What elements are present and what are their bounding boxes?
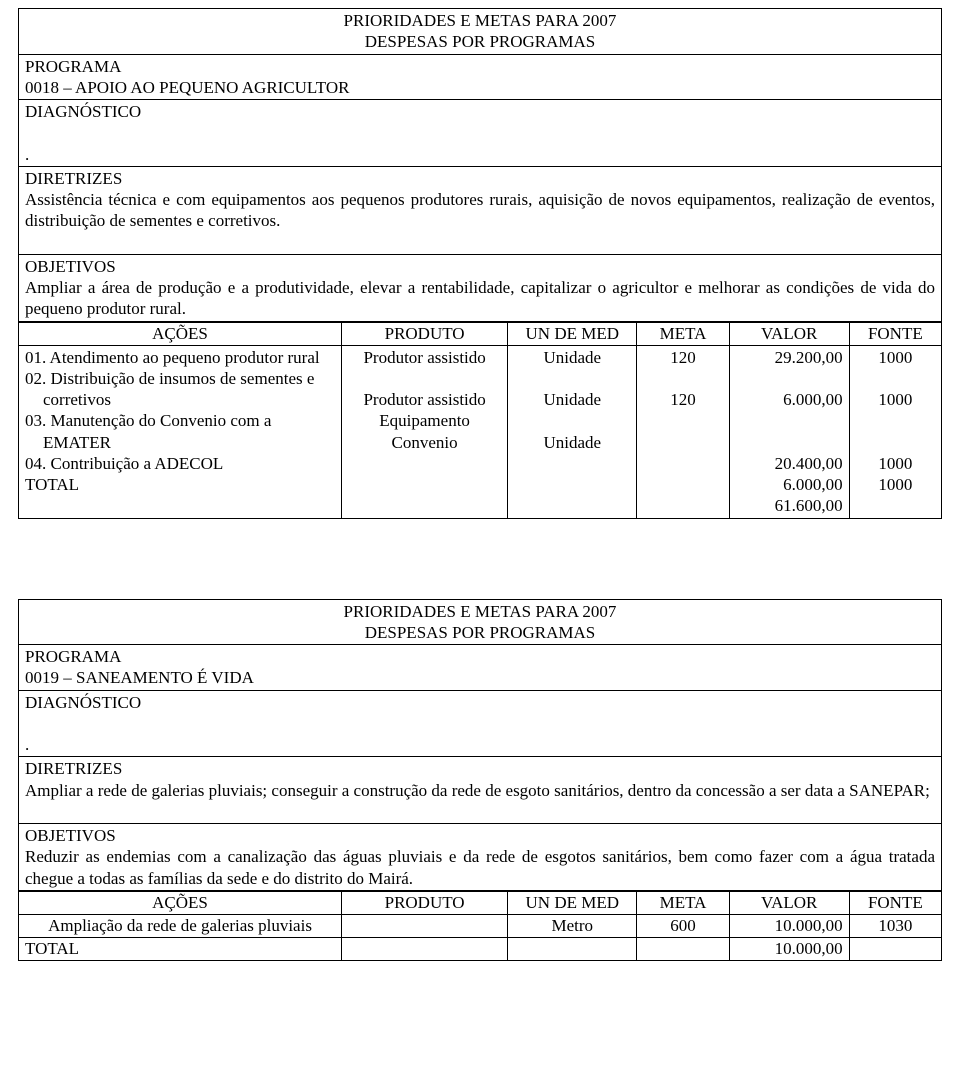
table-row: 01. Atendimento ao pequeno produtor rura… [19, 345, 942, 518]
title-cell-2: PRIORIDADES E METAS PARA 2007 DESPESAS P… [19, 599, 942, 645]
diagnostico-cell-1: DIAGNÓSTICO . [19, 100, 942, 167]
diretrizes-label-1: DIRETRIZES [25, 168, 935, 189]
acoes-table-1: AÇÕES PRODUTO UN DE MED META VALOR FONTE… [18, 322, 942, 519]
fonte-body-cell: 1000 1000 1000 1000 [849, 345, 941, 518]
unmed-1-2: Unidade [514, 389, 630, 410]
acao-1-4: 04. Contribuição a ADECOL [43, 453, 335, 474]
unmed-1-3: Unidade [514, 432, 630, 453]
unmed-1-1: Unidade [514, 347, 630, 368]
programa-label-2: PROGRAMA [25, 646, 935, 667]
program-block-0019: PRIORIDADES E METAS PARA 2007 DESPESAS P… [18, 599, 942, 961]
diretrizes-text-1: Assistência técnica e com equipamentos a… [25, 189, 935, 232]
header-table-1: PRIORIDADES E METAS PARA 2007 DESPESAS P… [18, 8, 942, 322]
meta-1-2: 120 [643, 389, 722, 410]
total-label-2: TOTAL [19, 937, 342, 960]
produto-1-3: Convenio [348, 432, 501, 453]
diretrizes-text-2: Ampliar a rede de galerias pluviais; con… [25, 780, 935, 801]
valor-2-1: 10.000,00 [729, 914, 849, 937]
fonte-1-1: 1000 [856, 347, 935, 368]
valor-1-total: 61.600,00 [736, 495, 843, 516]
programa-cell-2: PROGRAMA 0019 – SANEAMENTO É VIDA [19, 645, 942, 691]
acoes-header-row-2: AÇÕES PRODUTO UN DE MED META VALOR FONTE [19, 891, 942, 914]
acoes-table-2: AÇÕES PRODUTO UN DE MED META VALOR FONTE… [18, 891, 942, 961]
unmed-body-cell: Unidade Unidade Unidade [508, 345, 637, 518]
diagnostico-label-1: DIAGNÓSTICO [25, 101, 935, 122]
header-table-2: PRIORIDADES E METAS PARA 2007 DESPESAS P… [18, 599, 942, 891]
produto-2-1 [342, 914, 508, 937]
meta-body-cell: 120 120 [637, 345, 729, 518]
hdr-produto-1: PRODUTO [342, 322, 508, 345]
programa-cell-1: PROGRAMA 0018 – APOIO AO PEQUENO AGRICUL… [19, 54, 942, 100]
hdr-acoes-1: AÇÕES [19, 322, 342, 345]
fonte-1-4: 1000 [856, 474, 935, 495]
fonte-2-1: 1030 [849, 914, 941, 937]
main-title-line2-b2: DESPESAS POR PROGRAMAS [25, 622, 935, 643]
hdr-acoes-2: AÇÕES [19, 891, 342, 914]
hdr-valor-1: VALOR [729, 322, 849, 345]
objetivos-cell-1: OBJETIVOS Ampliar a área de produção e a… [19, 254, 942, 321]
objetivos-text-1: Ampliar a área de produção e a produtivi… [25, 277, 935, 320]
hdr-unmed-1: UN DE MED [508, 322, 637, 345]
acao-1-1: 01. Atendimento ao pequeno produtor rura… [43, 347, 335, 368]
diagnostico-cell-2: DIAGNÓSTICO . [19, 690, 942, 757]
main-title-line1: PRIORIDADES E METAS PARA 2007 [25, 10, 935, 31]
hdr-meta-2: META [637, 891, 729, 914]
meta-1-1: 120 [643, 347, 722, 368]
valor-2-total: 10.000,00 [729, 937, 849, 960]
diagnostico-label-2: DIAGNÓSTICO [25, 692, 935, 713]
acoes-body-cell: 01. Atendimento ao pequeno produtor rura… [19, 345, 342, 518]
acao-1-2: 02. Distribuição de insumos de sementes … [43, 368, 335, 411]
main-title-line2: DESPESAS POR PROGRAMAS [25, 31, 935, 52]
unmed-2-1: Metro [508, 914, 637, 937]
programa-code-1: 0018 – APOIO AO PEQUENO AGRICULTOR [25, 77, 935, 98]
table-row: Ampliação da rede de galerias pluviais M… [19, 914, 942, 937]
meta-2-1: 600 [637, 914, 729, 937]
title-cell-1: PRIORIDADES E METAS PARA 2007 DESPESAS P… [19, 9, 942, 55]
fonte-1-3: 1000 [856, 453, 935, 474]
hdr-valor-2: VALOR [729, 891, 849, 914]
total-label-1: TOTAL [25, 474, 335, 495]
valor-1-2: 6.000,00 [736, 389, 843, 410]
valor-1-1: 29.200,00 [736, 347, 843, 368]
produto-1-2a: Produtor assistido [348, 389, 501, 410]
acoes-header-row-1: AÇÕES PRODUTO UN DE MED META VALOR FONTE [19, 322, 942, 345]
objetivos-label-1: OBJETIVOS [25, 256, 935, 277]
total-row-2: TOTAL 10.000,00 [19, 937, 942, 960]
page: PRIORIDADES E METAS PARA 2007 DESPESAS P… [0, 0, 960, 1081]
hdr-fonte-1: FONTE [849, 322, 941, 345]
diretrizes-cell-2: DIRETRIZES Ampliar a rede de galerias pl… [19, 757, 942, 824]
objetivos-label-2: OBJETIVOS [25, 825, 935, 846]
produto-1-1: Produtor assistido [348, 347, 501, 368]
hdr-produto-2: PRODUTO [342, 891, 508, 914]
hdr-fonte-2: FONTE [849, 891, 941, 914]
valor-1-4: 6.000,00 [736, 474, 843, 495]
valor-body-cell: 29.200,00 6.000,00 20.400,00 6.000,00 61… [729, 345, 849, 518]
programa-code-2: 0019 – SANEAMENTO É VIDA [25, 667, 935, 688]
diretrizes-cell-1: DIRETRIZES Assistência técnica e com equ… [19, 166, 942, 254]
programa-label-1: PROGRAMA [25, 56, 935, 77]
objetivos-cell-2: OBJETIVOS Reduzir as endemias com a cana… [19, 824, 942, 891]
acao-2-1: Ampliação da rede de galerias pluviais [19, 914, 342, 937]
hdr-unmed-2: UN DE MED [508, 891, 637, 914]
objetivos-text-2: Reduzir as endemias com a canalização da… [25, 846, 935, 889]
produto-body-cell: Produtor assistido Produtor assistido Eq… [342, 345, 508, 518]
hdr-meta-1: META [637, 322, 729, 345]
produto-1-2b: Equipamento [348, 410, 501, 431]
acao-1-3: 03. Manutenção do Convenio com a EMATER [43, 410, 335, 453]
program-block-0018: PRIORIDADES E METAS PARA 2007 DESPESAS P… [18, 8, 942, 519]
valor-1-3: 20.400,00 [736, 453, 843, 474]
main-title-line1-b2: PRIORIDADES E METAS PARA 2007 [25, 601, 935, 622]
diretrizes-label-2: DIRETRIZES [25, 758, 935, 779]
fonte-1-2: 1000 [856, 389, 935, 410]
